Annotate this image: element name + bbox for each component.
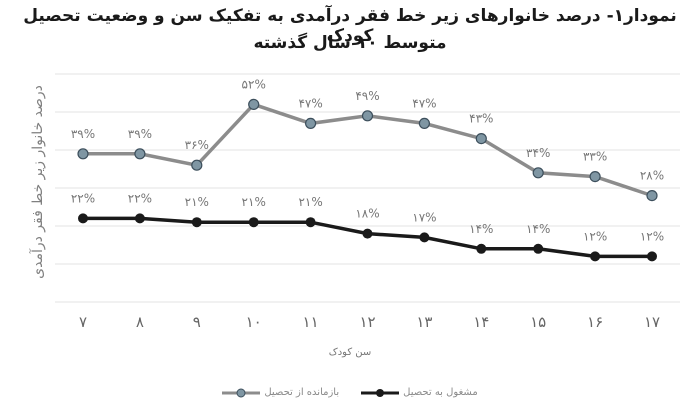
data-label: ۱۸%	[355, 207, 379, 221]
x-tick-label: ۹	[192, 313, 201, 331]
x-tick-label: ۱۶	[587, 313, 604, 331]
legend-item-enrolled[interactable]: مشغول به تحصیل	[361, 387, 478, 398]
x-tick-label: ۱۵	[530, 313, 547, 331]
data-point-marker[interactable]	[646, 190, 658, 202]
legend-label-dropout: بازمانده از تحصیل	[264, 387, 340, 398]
series-lines	[77, 98, 658, 262]
legend: مشغول به تحصیل بازمانده از تحصیل	[0, 387, 700, 398]
data-label: ۱۲%	[640, 229, 664, 243]
data-point-marker[interactable]	[419, 232, 430, 243]
data-point-marker[interactable]	[475, 133, 487, 145]
x-tick-label: ۱۲	[359, 313, 376, 331]
data-label: ۴۹%	[355, 89, 379, 103]
data-point-marker[interactable]	[476, 243, 487, 254]
data-point-marker[interactable]	[590, 251, 601, 262]
chart-title-line1: نمودار۱- درصد خانوارهای زیر خط فقر درآمد…	[23, 6, 677, 46]
data-point-marker[interactable]	[191, 159, 203, 171]
data-point-marker[interactable]	[134, 148, 146, 160]
data-label: ۳۶%	[185, 138, 209, 152]
data-point-marker[interactable]	[647, 251, 657, 262]
data-label: ۳۹%	[128, 127, 152, 141]
data-point-marker[interactable]	[532, 167, 544, 179]
gridlines	[55, 73, 680, 303]
data-point-marker[interactable]	[78, 213, 88, 224]
x-axis-label: سن کودک	[328, 347, 372, 358]
data-label: ۵۲%	[242, 77, 266, 91]
data-point-marker[interactable]	[362, 228, 373, 239]
data-label: ۲۱%	[242, 195, 266, 209]
legend-label-enrolled: مشغول به تحصیل	[403, 387, 478, 398]
data-point-marker[interactable]	[248, 98, 260, 111]
legend-item-dropout[interactable]: بازمانده از تحصیل	[222, 387, 339, 398]
data-label: ۴۳%	[469, 112, 493, 126]
data-label: ۲۲%	[128, 191, 152, 205]
legend-line-gray-icon	[222, 388, 261, 397]
x-tick-label: ۱۳	[416, 313, 433, 331]
data-label: ۴۷%	[298, 96, 322, 110]
data-label: ۲۲%	[71, 191, 95, 205]
data-label: ۱۷%	[412, 210, 436, 224]
data-point-marker[interactable]	[533, 243, 544, 254]
data-labels: ۳۹% ۳۹% ۳۶% ۵۲% ۴۷% ۴۹% ۴۷% ۴۳% ۳۴% ۳۳% ۲۸% ۲۲% ۲۲% ۲…	[71, 77, 664, 243]
data-label: ۱۴%	[469, 222, 493, 236]
x-tick-label: ۱۰	[245, 313, 262, 331]
data-point-marker[interactable]	[134, 213, 145, 224]
data-label: ۱۴%	[526, 222, 550, 236]
data-point-marker[interactable]	[248, 217, 259, 228]
data-label: ۲۸%	[640, 169, 664, 183]
x-tick-label: ۱۷	[643, 313, 661, 331]
data-point-marker[interactable]	[191, 217, 202, 228]
data-label: ۳۳%	[583, 150, 607, 164]
data-point-marker[interactable]	[418, 117, 430, 130]
x-tick-label: ۱۱	[302, 313, 319, 331]
data-point-marker[interactable]	[305, 217, 316, 228]
data-point-marker[interactable]	[305, 117, 317, 130]
data-label: ۱۲%	[583, 229, 607, 243]
data-label: ۲۱%	[185, 195, 209, 209]
chart-title-line2: متوسط ۱۰ سال گذشته	[253, 33, 447, 53]
data-label: ۳۴%	[526, 146, 550, 160]
data-label: ۴۷%	[412, 96, 436, 110]
data-point-marker[interactable]	[77, 148, 89, 160]
data-label: ۳۹%	[71, 127, 95, 141]
data-point-marker[interactable]	[361, 110, 374, 122]
data-label: ۲۱%	[298, 195, 322, 209]
legend-line-black-icon	[361, 388, 400, 397]
x-tick-label: ۸	[135, 313, 144, 331]
x-tick-label: ۷	[78, 313, 88, 331]
x-tick-label: ۱۴	[473, 313, 490, 331]
data-point-marker[interactable]	[589, 171, 601, 183]
